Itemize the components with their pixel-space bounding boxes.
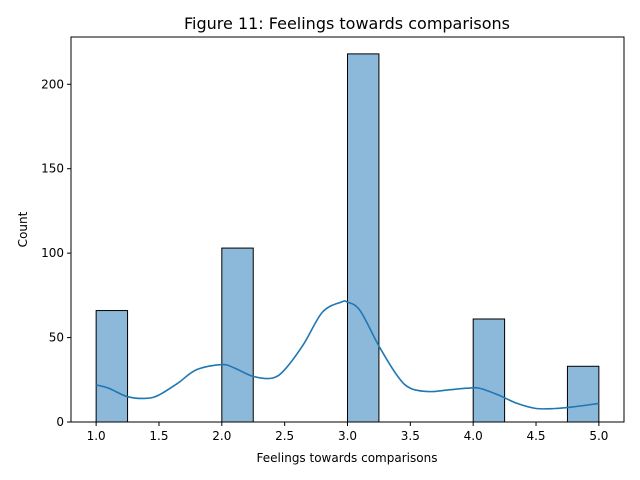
kde-curve — [95, 300, 599, 410]
kde-layer — [95, 300, 599, 410]
histogram-bar-4 — [472, 318, 506, 423]
histogram-bar-2 — [221, 247, 254, 423]
x-tick-label: 2.0 — [212, 429, 231, 443]
y-tick-label: 50 — [49, 331, 64, 345]
y-axis-label: Count — [16, 211, 30, 247]
x-axis-label: Feelings towards comparisons — [257, 451, 438, 465]
bars-layer — [95, 53, 600, 423]
x-tick-label: 4.0 — [464, 429, 483, 443]
y-tick-label: 200 — [41, 77, 64, 91]
histogram-bar-5 — [566, 365, 600, 423]
x-tick-label: 3.5 — [401, 429, 420, 443]
x-tick-label: 4.5 — [526, 429, 545, 443]
x-tick-label: 5.0 — [589, 429, 608, 443]
y-tick-label: 0 — [56, 415, 64, 429]
histogram-bar-1 — [95, 310, 129, 423]
y-axis: 0 50 100 150 200 — [41, 77, 71, 429]
x-tick-label: 1.5 — [149, 429, 168, 443]
y-tick-label: 150 — [41, 162, 64, 176]
x-tick-label: 1.0 — [87, 429, 106, 443]
histogram-bar-3 — [347, 53, 380, 423]
x-axis: 1.0 1.5 2.0 2.5 3.0 3.5 4.0 4.5 5.0 — [87, 422, 608, 443]
y-tick-label: 100 — [41, 246, 64, 260]
x-tick-label: 2.5 — [275, 429, 294, 443]
x-tick-label: 3.0 — [338, 429, 357, 443]
chart-title: Figure 11: Feelings towards comparisons — [184, 14, 510, 33]
